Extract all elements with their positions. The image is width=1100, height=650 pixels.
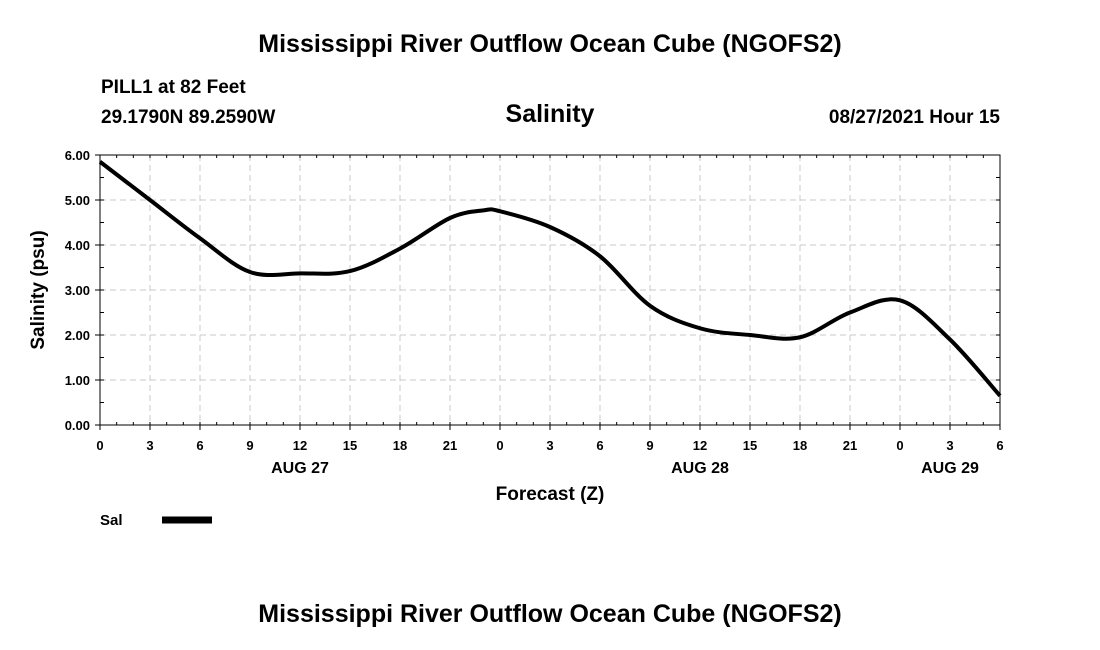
date-label: AUG 27: [271, 460, 329, 477]
axis-ticks: [95, 154, 1001, 430]
forecast-timestamp: 08/27/2021 Hour 15: [828, 107, 1000, 128]
legend-label: Sal: [100, 512, 123, 529]
x-tick-label: 9: [646, 438, 653, 453]
x-axis-label: Forecast (Z): [496, 484, 605, 505]
y-tick-label: 0.00: [65, 418, 90, 433]
x-tick-label: 6: [596, 438, 603, 453]
station-coordinates: 29.1790N 89.2590W: [101, 107, 276, 128]
y-tick-label: 6.00: [65, 148, 90, 163]
x-tick-label: 15: [343, 438, 357, 453]
legend: Sal: [100, 512, 212, 529]
x-tick-label: 12: [693, 438, 707, 453]
x-tick-label: 15: [743, 438, 757, 453]
y-axis-label: Salinity (psu): [28, 230, 49, 349]
station-label: PILL1 at 82 Feet: [101, 77, 246, 98]
series-layer: [98, 160, 1002, 398]
x-tick-label: 18: [793, 438, 807, 453]
y-tick-label: 1.00: [65, 373, 90, 388]
y-tick-label: 2.00: [65, 328, 90, 343]
x-tick-label: 3: [546, 438, 553, 453]
x-tick-label: 6: [996, 438, 1003, 453]
chart-title: Mississippi River Outflow Ocean Cube (NG…: [258, 30, 842, 58]
y-tick-labels: 0.00 1.00 2.00 3.00 4.00 5.00 6.00: [65, 148, 90, 433]
series-line-sal: [98, 160, 1002, 398]
chart-subtitle: Salinity: [505, 100, 595, 128]
x-tick-label: 21: [843, 438, 857, 453]
y-tick-label: 5.00: [65, 193, 90, 208]
chart-grid: [100, 155, 1000, 425]
x-tick-label: 0: [896, 438, 903, 453]
date-label: AUG 29: [921, 460, 979, 477]
x-tick-labels: 0 3 6 9 12 15 18 21 0 3 6 9 12 15 18 21 0 3 6: [96, 438, 1003, 453]
y-tick-label: 3.00: [65, 283, 90, 298]
x-tick-label: 0: [496, 438, 503, 453]
plot-frame: [99, 154, 1001, 426]
x-tick-label: 12: [293, 438, 307, 453]
x-tick-label: 3: [946, 438, 953, 453]
x-tick-label: 3: [146, 438, 153, 453]
x-tick-label: 6: [196, 438, 203, 453]
x-tick-label: 0: [96, 438, 103, 453]
footer-title: Mississippi River Outflow Ocean Cube (NG…: [258, 600, 842, 628]
x-tick-label: 9: [246, 438, 253, 453]
date-labels: AUG 27 AUG 28 AUG 29: [271, 460, 979, 477]
date-label: AUG 28: [671, 460, 729, 477]
x-tick-label: 18: [393, 438, 407, 453]
x-tick-label: 21: [443, 438, 457, 453]
y-tick-label: 4.00: [65, 238, 90, 253]
